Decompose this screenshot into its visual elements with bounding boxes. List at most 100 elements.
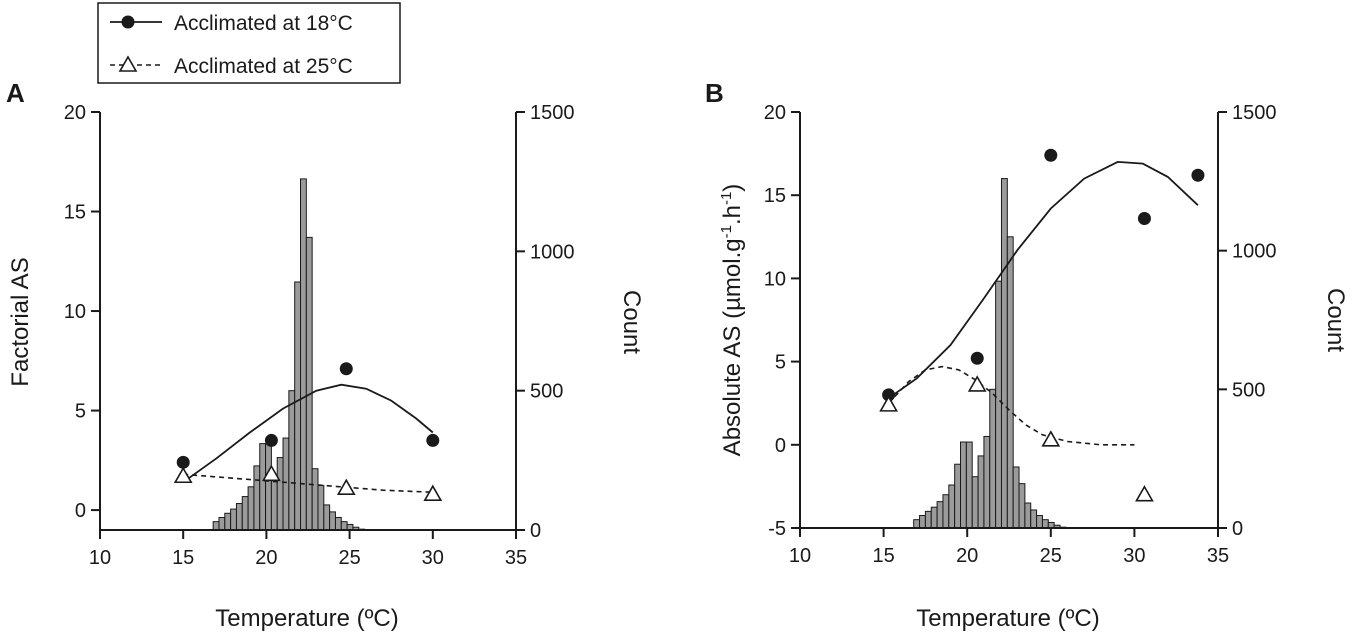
y2-tick-label: 1000 [530,241,575,263]
legend-box [97,2,401,84]
histogram-bar [1012,466,1020,529]
x-tick-label: 20 [956,545,978,567]
histogram-bar [1036,515,1043,529]
y-tick-label: 15 [64,202,86,224]
data-point-18 [1137,211,1151,225]
legend: Acclimated at 18°C Acclimated at 25°C [97,2,401,84]
panel-b-y-label-end: ) [719,184,746,192]
histogram-bar [983,435,991,529]
histogram-bar [1000,178,1008,529]
histogram-bar [948,484,956,529]
legend-label-18: Acclimated at 18°C [174,12,353,35]
histogram-bar [1006,236,1014,529]
histogram-bar [924,510,932,529]
fit-curve-25 [183,473,433,493]
panel-b-y-label: Absolute AS (µmol.g-1.h-1) [718,184,746,457]
y-tick-label: 20 [64,102,86,124]
histogram-bar [1041,519,1049,529]
histogram-bar [305,236,313,531]
panel-b-y-label-main: Absolute AS (µmol.g [719,238,746,456]
y-tick-label: 15 [764,185,786,207]
y2-tick-label: 500 [1232,379,1265,401]
histogram-bar [294,281,302,531]
x-tick-label: 15 [172,547,194,569]
panel-a: A Factorial AS Count Temperature (ºC) 10… [6,78,645,632]
histogram-bar [235,503,243,531]
data-point-25 [173,466,193,484]
data-point-18 [1044,148,1058,162]
histogram-bar [259,443,267,531]
histogram-bar [218,516,226,531]
panel-b-y-label-mid: .h [719,205,746,225]
y-tick-label: 0 [775,435,786,457]
x-tick-label: 10 [789,545,811,567]
data-point-25 [336,478,356,496]
x-tick-label: 30 [422,547,444,569]
histogram-bar [1018,483,1026,529]
panel-b-y-label-sup1: -1 [718,225,735,238]
data-point-25 [423,484,443,501]
data-point-18 [264,433,278,447]
y-tick-label: 20 [764,102,786,124]
y-tick-label: 0 [75,500,86,522]
histogram-bar [942,494,950,529]
histogram-bar [288,390,296,531]
histogram-bar [334,516,342,531]
fit-curve-18 [182,383,434,483]
histogram-bar [960,441,967,529]
legend-label-25: Acclimated at 25°C [174,55,353,78]
histogram-bar [995,280,1002,529]
histogram-bar [965,441,973,529]
y2-tick-label: 1500 [530,102,575,124]
x-tick-label: 20 [255,547,277,569]
x-tick-label: 30 [1123,545,1145,567]
data-point-18 [426,433,440,447]
x-tick-label: 25 [1040,545,1062,567]
x-tick-label: 10 [89,547,111,569]
histogram-bar [919,515,926,529]
histogram-bar [971,476,979,529]
panel-a-y2-label: Count [618,290,645,354]
data-point-18 [176,455,190,469]
data-point-25 [1135,485,1154,502]
histogram-bar [977,455,985,529]
panel-b-y2-label: Count [1322,288,1349,352]
fit-curve-18 [888,160,1199,399]
panel-b-y-label-sup2: -1 [718,192,735,205]
y2-tick-label: 1500 [1232,102,1277,124]
y-tick-label: 10 [764,268,786,290]
histogram-bar [1024,502,1032,529]
histogram-bar [253,465,261,531]
legend-marker-18 [121,15,135,29]
x-tick-label: 35 [505,547,527,569]
histogram-bar [317,484,325,531]
x-tick-label: 15 [872,545,894,567]
histogram-bar [329,511,336,531]
data-point-18 [339,362,353,376]
y-tick-label: 5 [75,401,86,423]
histogram-bar [913,519,921,529]
data-point-25 [262,464,281,482]
fit-curve-25 [888,365,1135,446]
panel-b-x-label: Temperature (ºC) [916,605,1099,632]
histogram-bar [954,463,962,529]
x-tick-label: 25 [338,547,360,569]
histogram-bar [930,506,938,529]
data-point-18 [882,388,896,402]
data-point-18 [1191,168,1205,182]
data-point-25 [967,375,987,392]
histogram-bar [241,496,249,531]
y2-tick-label: 0 [1232,518,1243,540]
x-tick-label: 35 [1207,545,1229,567]
panel-a-y-label: Factorial AS [7,257,34,386]
data-point-25 [879,395,898,412]
histogram-bar [300,178,307,531]
y-tick-label: 5 [775,352,786,374]
histogram-bar [247,486,255,531]
y-tick-label: -5 [768,518,786,540]
histogram-bar [989,388,997,529]
y-tick-label: 10 [64,301,86,323]
panel-b-letter: B [705,78,724,108]
histogram-bar [230,508,237,531]
